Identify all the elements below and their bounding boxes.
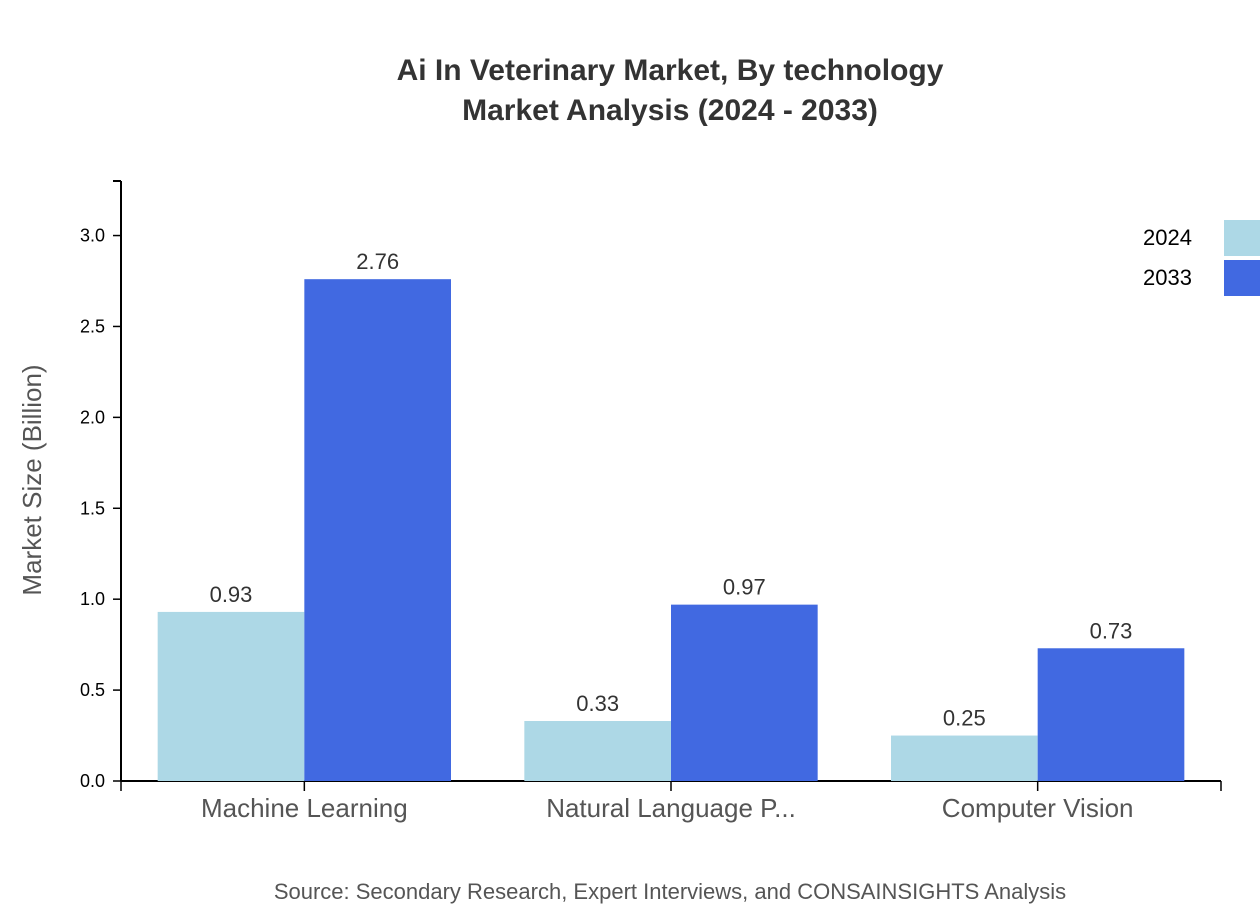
bar-value-label: 0.25 <box>943 706 986 731</box>
legend-swatch-2033 <box>1224 260 1260 296</box>
legend-swatch-2024 <box>1224 220 1260 256</box>
bar-2033 <box>304 279 451 781</box>
y-tick-label: 2.0 <box>80 407 105 427</box>
bar-2024 <box>524 721 671 781</box>
bar-value-label: 0.73 <box>1090 618 1133 643</box>
plot-area: 0.0 0.5 1.0 1.5 2.0 2.5 3.0 0.93 2.76 Machine Lea… <box>80 180 1222 823</box>
bar-value-label: 0.93 <box>210 582 253 607</box>
chart-title-line-1: Ai In Veterinary Market, By technology <box>397 54 944 87</box>
bar-2033 <box>1037 648 1185 781</box>
bar-value-label: 0.97 <box>723 575 766 600</box>
bar-2024 <box>157 611 305 781</box>
bar-value-label: 2.76 <box>356 249 399 274</box>
legend-label: 2024 <box>1143 225 1192 250</box>
y-tick-label: 0.5 <box>80 680 105 700</box>
y-tick-label: 1.0 <box>80 589 105 609</box>
y-tick-label: 3.0 <box>80 226 105 246</box>
y-axis-title: Market Size (Billion) <box>17 364 47 595</box>
bar-value-label: 0.33 <box>576 691 619 716</box>
bar-2033 <box>671 604 818 781</box>
y-tick-label: 0.0 <box>80 771 105 791</box>
chart-title-line-2: Market Analysis (2024 - 2033) <box>462 94 878 127</box>
legend-label: 2033 <box>1143 265 1192 290</box>
y-tick-label: 1.5 <box>80 498 105 518</box>
bar-2024 <box>891 735 1038 781</box>
y-tick-label: 2.5 <box>80 316 105 336</box>
x-tick-label: Natural Language P... <box>546 793 796 823</box>
x-tick-label: Computer Vision <box>942 793 1134 823</box>
legend: 2024 2033 <box>1143 220 1260 296</box>
x-tick-label: Machine Learning <box>201 793 408 823</box>
source-note: Source: Secondary Research, Expert Inter… <box>274 879 1066 904</box>
